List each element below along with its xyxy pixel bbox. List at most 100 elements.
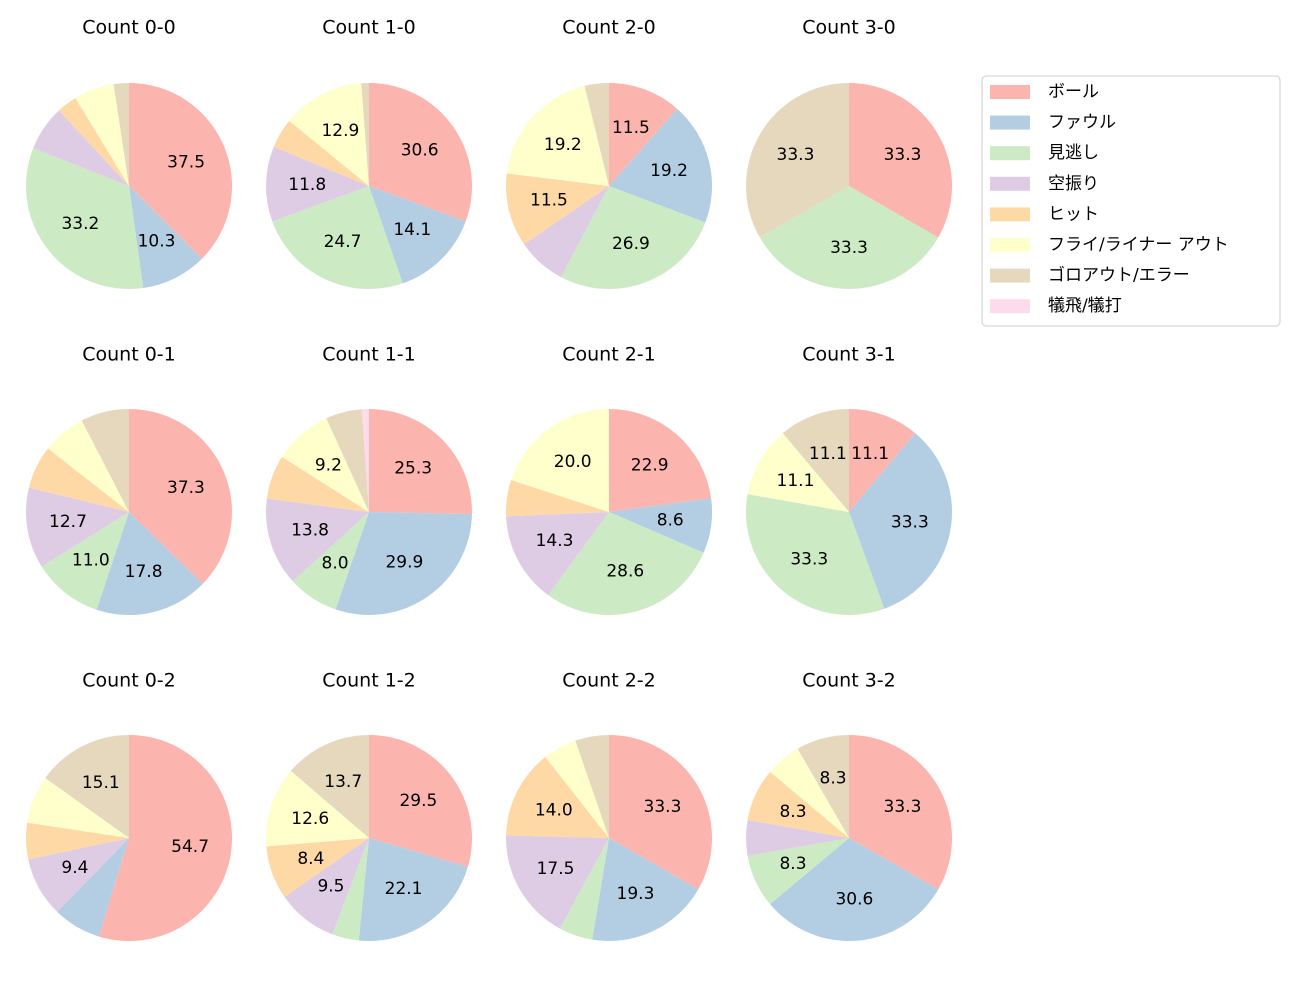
pie-slice [849, 409, 916, 512]
pie-slice [609, 498, 712, 553]
pie-slice [548, 512, 704, 615]
legend-swatch [990, 85, 1030, 99]
value-label: 33.3 [790, 549, 828, 569]
pie-slice [506, 757, 609, 838]
pie-slice [96, 512, 203, 615]
pie-slice [609, 735, 712, 890]
pie-slice [75, 84, 129, 186]
value-label: 19.2 [544, 135, 582, 155]
pie-slice [524, 186, 609, 278]
value-label: 13.8 [291, 520, 329, 540]
pie-slice [747, 771, 849, 838]
value-label: 29.5 [399, 791, 437, 811]
value-label: 12.9 [321, 121, 359, 141]
value-label: 9.5 [317, 877, 344, 897]
pie-slice [575, 735, 609, 838]
pie-slice [290, 735, 369, 838]
value-label: 30.6 [835, 890, 873, 910]
value-label: 25.3 [394, 459, 432, 479]
legend-swatch [990, 207, 1030, 222]
pie-slice [129, 409, 232, 584]
legend-label: ヒット [1048, 204, 1099, 224]
pie-slice [26, 487, 130, 567]
value-label: 14.1 [393, 220, 431, 240]
pie-slice [745, 819, 849, 857]
pie-slice [129, 83, 232, 259]
value-label: 8.4 [297, 849, 324, 869]
value-label: 33.3 [644, 797, 682, 817]
value-label: 37.3 [167, 478, 205, 498]
value-label: 33.3 [830, 238, 868, 258]
chart-title: Count 0-2 [82, 670, 176, 692]
pie-slice [369, 735, 472, 867]
value-label: 8.6 [657, 510, 684, 530]
legend-label: ファウル [1048, 113, 1116, 133]
chart-title: Count 3-2 [802, 670, 896, 692]
value-label: 33.3 [884, 145, 922, 165]
pie-slice [45, 735, 130, 838]
value-label: 12.6 [291, 809, 329, 829]
pie-slice [506, 85, 609, 186]
pie-slice [273, 120, 369, 186]
pie-slice [559, 838, 609, 940]
pie-slice [28, 838, 130, 912]
value-label: 30.6 [401, 141, 439, 161]
value-label: 33.3 [884, 797, 922, 817]
value-label: 33.2 [61, 214, 99, 234]
legend-swatch [990, 176, 1030, 191]
value-label: 24.7 [324, 232, 362, 252]
value-label: 10.3 [138, 231, 176, 251]
chart-title: Count 2-0 [562, 17, 656, 39]
pie-slice [41, 512, 129, 610]
pie-slice [770, 748, 849, 838]
pie-slice [561, 186, 706, 290]
chart-title: Count 1-2 [322, 670, 416, 692]
value-label: 37.5 [167, 152, 205, 172]
pie-slice [849, 83, 952, 238]
value-label: 11.8 [288, 175, 326, 195]
chart-title: Count 2-1 [562, 344, 656, 366]
pie-slice [584, 83, 609, 186]
pie-slice [745, 83, 849, 238]
legend-swatch [990, 146, 1030, 161]
value-label: 15.1 [82, 773, 120, 793]
pie-slice [782, 409, 849, 512]
pie-slice [266, 498, 369, 582]
pie-slice [266, 838, 369, 897]
pie-slice [511, 409, 609, 512]
pie-slice [25, 148, 144, 289]
chart-title: Count 2-2 [562, 670, 656, 692]
value-label: 22.9 [631, 455, 669, 475]
pie-slice [27, 778, 129, 838]
value-label: 11.1 [777, 471, 815, 491]
pie-slice [770, 838, 939, 941]
legend-swatch [990, 238, 1030, 252]
pie-slice [266, 146, 369, 222]
pie-slice [361, 83, 369, 186]
pie-slice [33, 110, 130, 186]
pie-slice [369, 83, 472, 222]
value-label: 29.9 [385, 553, 423, 573]
pie-slice [849, 735, 953, 890]
pie-slice [361, 409, 369, 512]
pie-slice [48, 420, 129, 512]
value-label: 8.3 [779, 802, 806, 822]
pie-slice [797, 735, 849, 838]
legend-label: ゴロアウト/エラー [1048, 265, 1190, 286]
pie-slice [284, 838, 369, 935]
pie-slice [747, 433, 849, 512]
pie-slice [57, 838, 129, 937]
pie-slice [266, 770, 369, 847]
value-label: 8.0 [322, 554, 349, 574]
value-label: 33.3 [891, 513, 929, 533]
pie-slice [326, 409, 369, 512]
value-label: 9.4 [61, 858, 88, 878]
chart-title: Count 1-0 [322, 17, 416, 39]
pie-slice [849, 433, 952, 609]
pie-slice [506, 512, 609, 596]
pie-slice [113, 83, 129, 186]
pie-slice [289, 83, 369, 186]
pie-slice [129, 186, 202, 289]
value-label: 26.9 [612, 234, 650, 254]
pie-slice [506, 480, 609, 517]
